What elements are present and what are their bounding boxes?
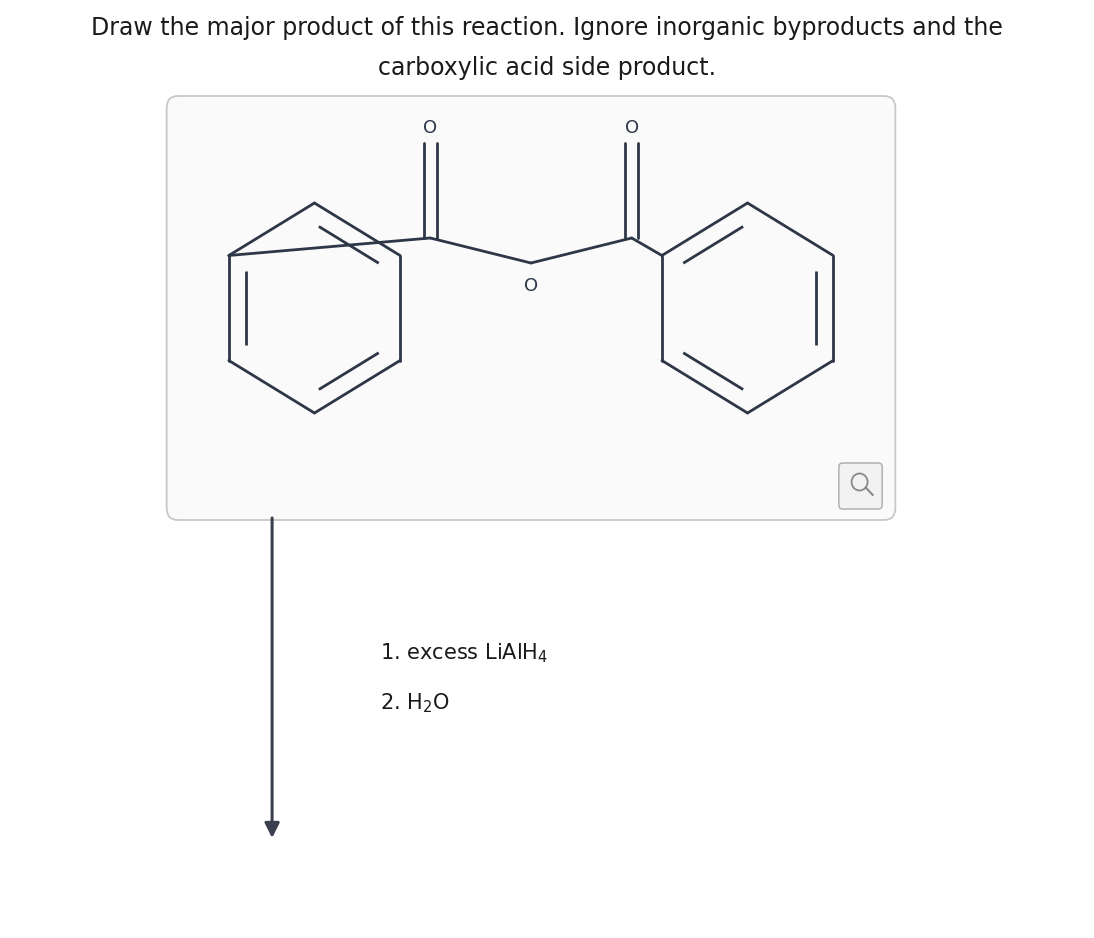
Text: 2. H$_2$O: 2. H$_2$O bbox=[381, 691, 450, 715]
Text: O: O bbox=[625, 119, 639, 137]
Text: carboxylic acid side product.: carboxylic acid side product. bbox=[379, 56, 715, 80]
FancyBboxPatch shape bbox=[166, 96, 895, 520]
Text: 1. excess LiAlH$_4$: 1. excess LiAlH$_4$ bbox=[381, 642, 548, 665]
Text: Draw the major product of this reaction. Ignore inorganic byproducts and the: Draw the major product of this reaction.… bbox=[91, 16, 1003, 40]
Text: O: O bbox=[423, 119, 438, 137]
FancyBboxPatch shape bbox=[839, 463, 882, 509]
Text: O: O bbox=[524, 277, 538, 295]
